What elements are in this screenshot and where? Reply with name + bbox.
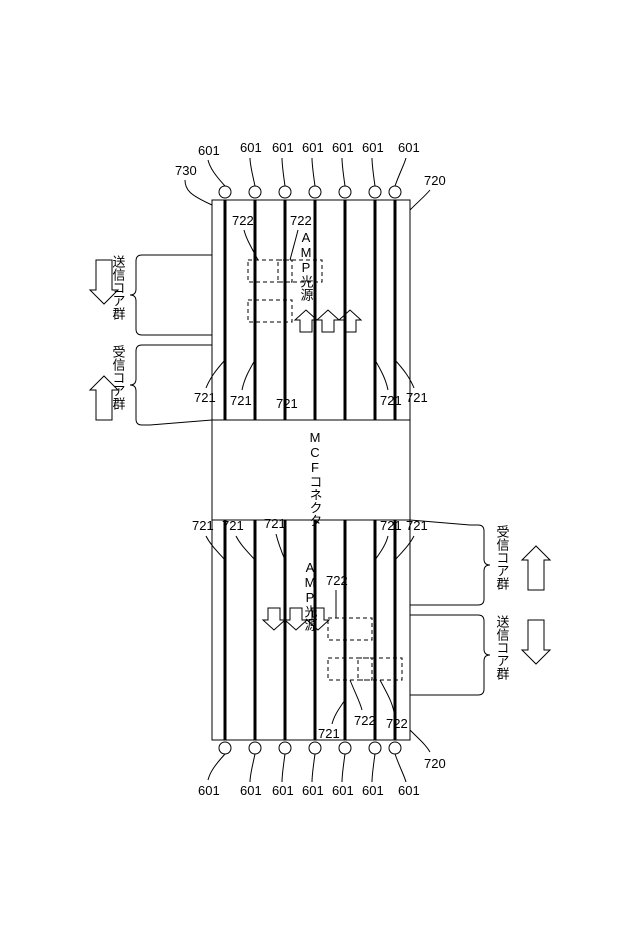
group-top-tx: 送信コア群 <box>90 255 150 335</box>
ref-721: 721 <box>406 390 428 405</box>
ref-601: 601 <box>302 140 324 155</box>
ref-722: 722 <box>386 716 408 731</box>
ref-601: 601 <box>362 140 384 155</box>
labels-601-top: 601 601 601 601 601 601 601 <box>198 140 420 186</box>
group-bot-tx: 送信コア群 <box>470 615 550 695</box>
amp-top: AMP光源 <box>295 230 361 332</box>
ref-722: 722 <box>326 573 348 588</box>
cores-bottom <box>219 742 401 754</box>
tx-label: 送信コア群 <box>111 255 126 320</box>
ref-601: 601 <box>398 783 420 798</box>
labels-720: 720 720 <box>410 173 446 771</box>
amp-bottom: AMP光源 <box>263 560 329 631</box>
ref-601: 601 <box>272 783 294 798</box>
ref-720: 720 <box>424 756 446 771</box>
ref-601: 601 <box>272 140 294 155</box>
ref-721: 721 <box>264 516 286 531</box>
ref-730: 730 <box>175 163 197 178</box>
ref-721: 721 <box>380 393 402 408</box>
ref-722: 722 <box>354 713 376 728</box>
amp-label-top: AMP光源 <box>299 230 314 301</box>
tx-label-2: 送信コア群 <box>495 615 510 680</box>
ref-601: 601 <box>198 143 220 158</box>
ref-720: 720 <box>424 173 446 188</box>
ref-601: 601 <box>198 783 220 798</box>
ref-601: 601 <box>398 140 420 155</box>
rx-label: 受信コア群 <box>111 345 126 410</box>
ref-601: 601 <box>302 783 324 798</box>
ref-721: 721 <box>380 518 402 533</box>
rx-label-2: 受信コア群 <box>495 525 510 590</box>
diagram-root: 730 MCFコネクタ <box>0 0 640 940</box>
ref-722: 722 <box>290 213 312 228</box>
ref-601: 601 <box>332 140 354 155</box>
ref-721: 721 <box>194 390 216 405</box>
mcf-label: MCFコネクタ <box>308 430 323 527</box>
ref-721: 721 <box>276 396 298 411</box>
couplers-bottom <box>328 618 402 680</box>
amp-label-bottom: AMP光源 <box>303 560 318 631</box>
group-top-rx: 受信コア群 <box>90 345 150 425</box>
group-bot-rx: 受信コア群 <box>470 525 550 605</box>
ref-601: 601 <box>332 783 354 798</box>
ref-721: 721 <box>222 518 244 533</box>
cores-top <box>219 186 401 198</box>
ref-721: 721 <box>318 726 340 741</box>
ref-721: 721 <box>230 393 252 408</box>
ref-722: 722 <box>232 213 254 228</box>
ref-601: 601 <box>240 140 262 155</box>
labels-601-bottom: 601 601 601 601 601 601 601 <box>198 754 420 798</box>
ref-721: 721 <box>192 518 214 533</box>
ref-601: 601 <box>362 783 384 798</box>
ref-601: 601 <box>240 783 262 798</box>
labels-721: 721 721 721 721 721 721 721 721 721 721 … <box>192 360 428 741</box>
